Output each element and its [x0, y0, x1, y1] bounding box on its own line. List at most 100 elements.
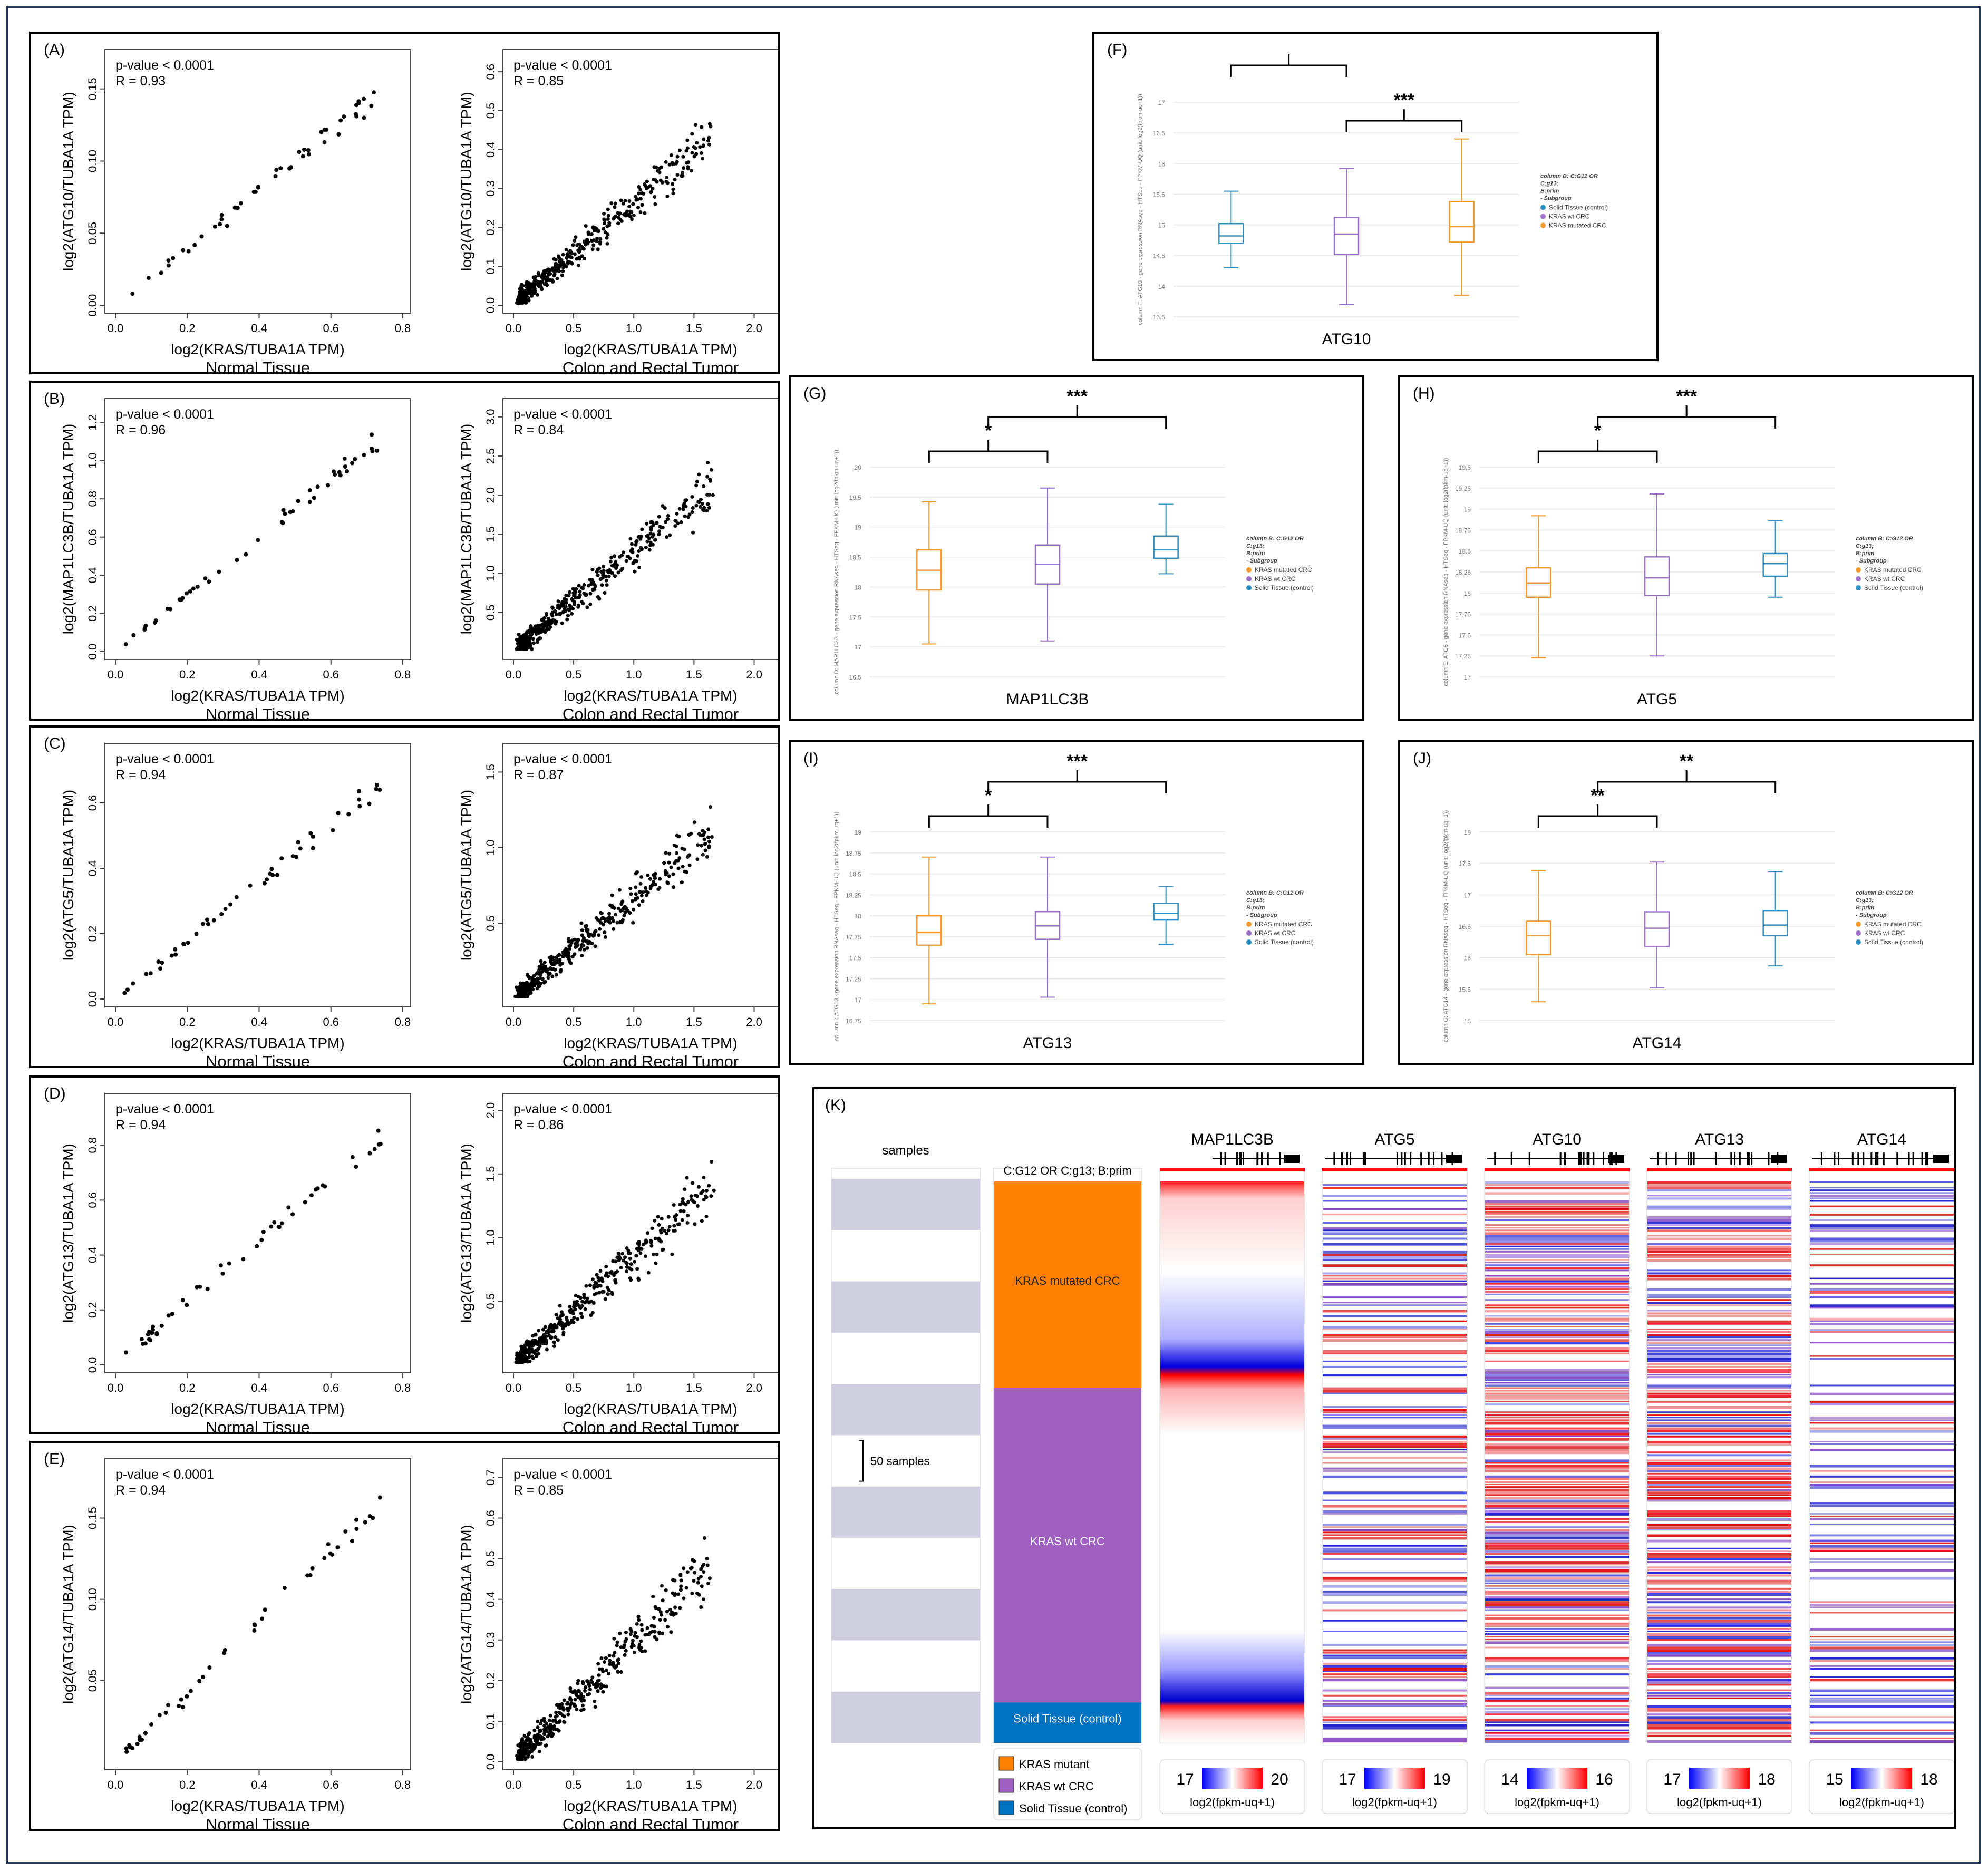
scale-max: 16: [1595, 1771, 1613, 1788]
data-point: [554, 961, 558, 965]
data-point: [696, 843, 700, 847]
data-point: [516, 994, 520, 998]
sample-band: [831, 1179, 980, 1230]
data-point: [707, 844, 711, 848]
data-point: [321, 1183, 325, 1188]
x-axis-label: log2(KRAS/TUBA1A TPM): [171, 341, 344, 357]
data-point: [577, 1689, 581, 1693]
data-point: [622, 550, 626, 555]
data-point: [666, 1228, 671, 1233]
data-point: [665, 880, 670, 885]
data-point: [684, 161, 688, 165]
data-point: [618, 1631, 622, 1635]
data-point: [596, 1679, 600, 1683]
exon-mark: [1396, 1152, 1398, 1165]
data-point: [554, 973, 558, 977]
data-point: [682, 166, 686, 170]
x-tick-label: 2.0: [746, 1015, 762, 1029]
y-tick-label: 0.6: [86, 1192, 99, 1208]
data-point: [605, 236, 609, 240]
expression-stripe: [1647, 1229, 1791, 1232]
data-point: [707, 1576, 712, 1581]
data-point: [527, 644, 531, 648]
data-point: [702, 1562, 706, 1566]
data-point: [612, 927, 616, 931]
y-tick-label: 19.5: [1459, 464, 1471, 471]
legend-entry: KRAS mutated CRC: [1255, 920, 1312, 928]
data-point: [333, 472, 337, 477]
data-point: [614, 560, 618, 564]
x-tick-label: 0.6: [323, 1015, 339, 1029]
expression-stripe: [1647, 1539, 1791, 1543]
data-point: [580, 254, 584, 258]
expression-stripe: [1810, 1443, 1954, 1445]
expression-stripe: [1810, 1639, 1954, 1641]
data-point: [693, 146, 697, 150]
data-point: [637, 1644, 642, 1649]
expression-stripe: [1323, 1451, 1467, 1453]
y-tick-label: 15: [1464, 1017, 1471, 1025]
data-point: [700, 125, 704, 129]
x-tick-label: 1.0: [626, 668, 642, 681]
expression-stripe: [1323, 1590, 1467, 1593]
legend-swatch: [1856, 585, 1861, 590]
subgroup-header: C:G12 OR C:g13; B:prim: [1003, 1164, 1131, 1177]
expression-stripe: [1323, 1443, 1467, 1446]
data-point: [279, 856, 284, 861]
track-top-strip: [1485, 1168, 1630, 1171]
expression-stripe: [1647, 1219, 1791, 1222]
expression-stripe: [1485, 1489, 1629, 1492]
data-point: [540, 1737, 544, 1741]
legend-swatch: [998, 1800, 1014, 1815]
data-point: [558, 256, 562, 260]
bracket-line: [1537, 815, 1658, 828]
data-point: [556, 1338, 560, 1342]
scatter-svg: 0.000.050.100.150.0 0.2 0.4 0.6 0.8p-value <…: [60, 49, 778, 372]
data-point: [629, 1267, 634, 1272]
exon-mark: [1240, 1152, 1242, 1165]
data-point: [522, 1350, 527, 1354]
data-point: [354, 1527, 359, 1531]
expression-stripe: [1810, 1440, 1954, 1442]
data-point: [619, 1670, 623, 1674]
data-point: [561, 1708, 566, 1712]
y-tick-label: 0.2: [484, 219, 497, 236]
expression-stripe: [1485, 1694, 1629, 1696]
sample-band: [831, 1486, 980, 1538]
expression-stripe: [1810, 1545, 1954, 1548]
data-point: [712, 1188, 716, 1193]
expression-stripe: [1647, 1302, 1791, 1304]
expression-stripe: [1810, 1229, 1954, 1232]
expression-stripe: [1647, 1323, 1791, 1325]
data-point: [682, 1209, 686, 1214]
expression-stripe: [1810, 1237, 1954, 1240]
expression-stripe: [1323, 1462, 1467, 1464]
data-point: [574, 945, 578, 949]
expression-stripe: [1485, 1542, 1629, 1545]
data-point: [685, 1570, 690, 1574]
data-point: [552, 1323, 557, 1327]
data-point: [631, 1639, 635, 1643]
expression-stripe: [1485, 1579, 1629, 1582]
data-point: [278, 166, 283, 171]
expression-stripe: [1485, 1181, 1629, 1184]
expression-stripe: [1485, 1529, 1629, 1531]
data-point: [570, 1690, 575, 1694]
data-point: [542, 961, 547, 965]
expression-stripe: [1485, 1262, 1629, 1264]
data-point: [525, 1748, 529, 1752]
p-value-text: p-value < 0.0001: [115, 1467, 214, 1482]
data-point: [629, 892, 633, 896]
expression-stripe: [1810, 1307, 1954, 1309]
expression-stripe: [1647, 1697, 1791, 1699]
data-point: [667, 860, 671, 865]
data-point: [563, 597, 567, 601]
expression-stripe: [1647, 1328, 1791, 1330]
expression-stripe: [1485, 1561, 1629, 1564]
y-tick-label: 19.25: [1455, 485, 1471, 492]
exon-mark: [1410, 1152, 1412, 1165]
data-point: [636, 197, 640, 201]
x-tick-label: 0.2: [179, 1778, 196, 1791]
y-tick-label: 0.1: [484, 258, 497, 275]
expression-stripe: [1323, 1440, 1467, 1443]
